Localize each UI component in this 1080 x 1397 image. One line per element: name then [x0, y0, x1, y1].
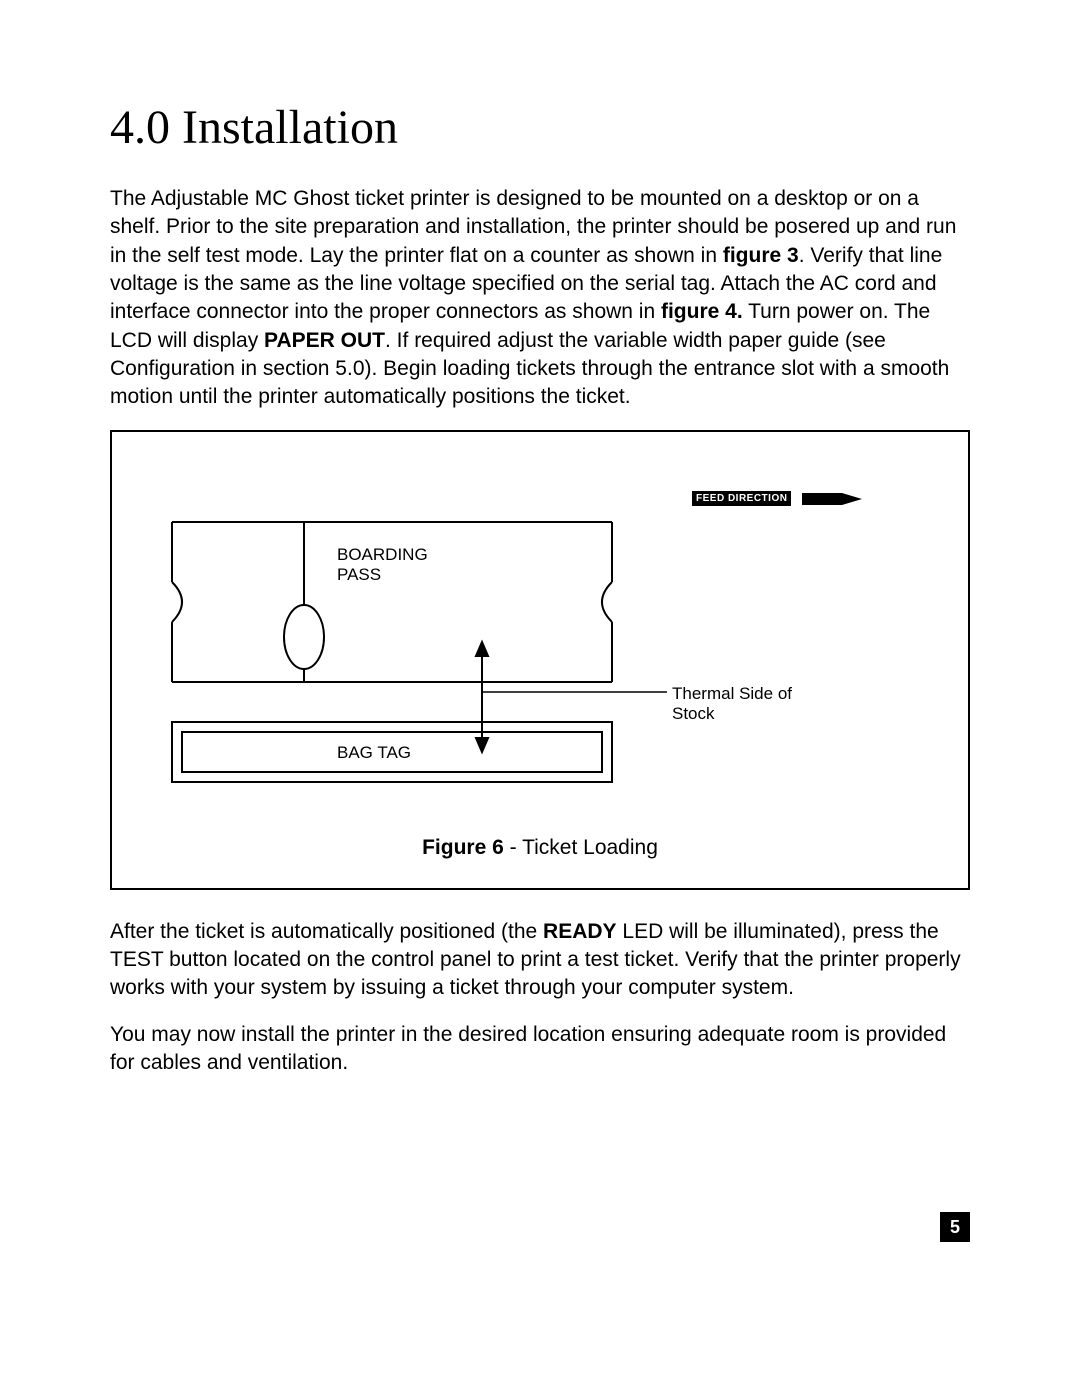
boarding-pass-text: BOARDING PASS	[337, 545, 457, 586]
thermal-side-label: Thermal Side of Stock	[672, 684, 822, 725]
figure-caption-rest: - Ticket Loading	[504, 836, 658, 859]
bag-tag-label: BAG TAG	[337, 743, 411, 763]
p1-b1: figure 3	[723, 244, 799, 267]
boarding-pass-label: BOARDING PASS	[337, 545, 457, 586]
p1-b2: figure 4.	[661, 300, 743, 323]
p2-b1: READY	[543, 920, 617, 943]
diagram-svg	[112, 432, 968, 888]
post-figure-paragraph-2: You may now install the printer in the d…	[110, 1021, 970, 1078]
section-heading: 4.0 Installation	[110, 100, 970, 155]
post-figure-paragraph-1: After the ticket is automatically positi…	[110, 918, 970, 1003]
figure-ticket-loading: FEED DIRECTION BOARDING PASS BAG TAG The…	[110, 430, 970, 890]
figure-caption-bold: Figure 6	[422, 836, 504, 859]
p1-b3: PAPER OUT	[264, 329, 385, 352]
p2-t1: After the ticket is automatically positi…	[110, 920, 543, 943]
thermal-side-text: Thermal Side of Stock	[672, 684, 792, 723]
diagram-svg-wrap: FEED DIRECTION BOARDING PASS BAG TAG The…	[112, 432, 968, 888]
intro-paragraph: The Adjustable MC Ghost ticket printer i…	[110, 185, 970, 412]
page-number-badge: 5	[940, 1212, 970, 1242]
feed-direction-label: FEED DIRECTION	[692, 491, 791, 506]
figure-caption: Figure 6 - Ticket Loading	[112, 836, 968, 860]
